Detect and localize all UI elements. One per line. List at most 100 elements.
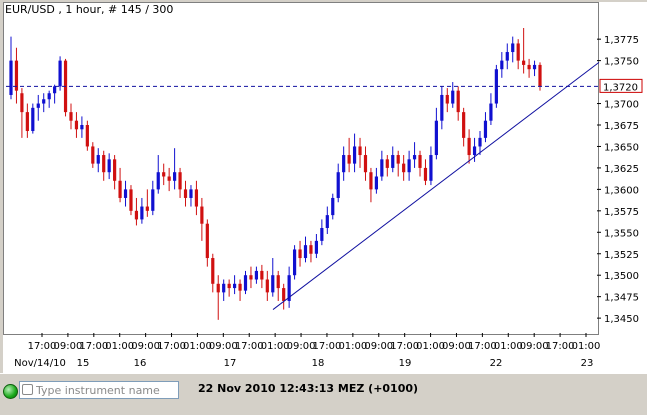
candle-body	[385, 159, 389, 168]
candle-body	[369, 172, 373, 190]
candle	[320, 219, 324, 246]
server-timestamp: 22 Nov 2010 12:43:13 MEZ (+0100)	[198, 382, 419, 395]
candle-body	[505, 52, 509, 61]
time-tick-label: 09:00	[364, 341, 393, 352]
instrument-search-input[interactable]	[19, 381, 179, 399]
candle-body	[380, 159, 384, 177]
candle-body	[9, 60, 13, 95]
price-tick: 1,3600	[597, 185, 639, 196]
price-tick-label: 1,3525	[604, 250, 639, 261]
candle	[429, 146, 433, 186]
candle-body	[402, 163, 406, 173]
candle-body	[462, 112, 466, 138]
candle	[298, 240, 302, 267]
trendline[interactable]	[272, 61, 600, 310]
candle	[467, 129, 471, 164]
candle	[211, 253, 215, 293]
candle	[342, 146, 346, 181]
candle-body	[243, 275, 248, 291]
time-tick-label: 09:00	[131, 341, 160, 352]
status-bar: 22 Nov 2010 12:43:13 MEZ (+0100)	[0, 373, 647, 415]
candle	[249, 266, 253, 289]
connection-status-icon[interactable]	[3, 384, 18, 399]
candle	[63, 58, 68, 117]
candle-body	[347, 155, 351, 164]
price-tick: 1,3775	[597, 35, 639, 46]
candle	[352, 133, 357, 173]
candle	[402, 155, 406, 181]
candle-body	[342, 155, 346, 173]
candle-body	[178, 172, 182, 190]
price-tick-label: 1,3750	[604, 57, 639, 68]
candle	[216, 275, 220, 320]
current-price-label: 1,3720	[599, 78, 643, 93]
time-tick: 17:00	[235, 333, 264, 352]
price-axis-ticks: 1,3775 1,3750 1,3700 1,3675 1,3650 1,3625 1,36…	[597, 35, 639, 325]
candle	[500, 52, 504, 78]
candle-body	[107, 159, 111, 173]
candle	[36, 94, 40, 121]
candle	[292, 245, 297, 280]
candle	[107, 153, 111, 180]
candle-body	[85, 125, 89, 147]
candle	[314, 234, 319, 259]
candle	[140, 197, 144, 224]
candle-body	[325, 215, 329, 228]
candle	[309, 240, 313, 263]
candle	[47, 90, 51, 108]
candle-body	[331, 197, 335, 216]
date-label: 23	[581, 358, 594, 369]
candle-body	[358, 146, 362, 156]
time-tick-label: 09:00	[53, 341, 82, 352]
candle-body	[113, 159, 117, 181]
time-tick-label: 17:00	[157, 341, 186, 352]
candle	[456, 86, 460, 121]
candle-body	[429, 155, 433, 181]
price-tick: 1,3650	[597, 142, 639, 153]
candle	[227, 279, 231, 297]
candle-body	[445, 94, 449, 104]
price-tick-label: 1,3500	[604, 271, 639, 282]
price-tick-label: 1,3600	[604, 185, 639, 196]
candle	[271, 258, 275, 297]
time-tick: 17:00	[157, 333, 186, 352]
price-tick: 1,3475	[597, 293, 639, 304]
candle	[385, 155, 389, 177]
candle	[336, 163, 340, 203]
time-tick-label: 01:00	[338, 341, 367, 352]
price-tick-label: 1,3625	[604, 164, 639, 175]
candle	[162, 163, 166, 186]
candle	[173, 148, 177, 190]
candle	[331, 193, 335, 220]
candle-body	[276, 275, 280, 289]
candle	[358, 137, 362, 168]
candle-body	[391, 155, 395, 168]
candle-body	[500, 60, 504, 70]
candle-body	[25, 112, 29, 132]
candle-body	[145, 206, 149, 211]
candle-body	[260, 270, 264, 280]
time-tick: 09:00	[520, 333, 549, 352]
time-tick: 09:00	[131, 333, 160, 352]
candle-body	[254, 270, 259, 280]
candle	[42, 93, 46, 113]
candle	[472, 137, 477, 162]
time-tick: 09:00	[442, 333, 471, 352]
candle-body	[489, 103, 493, 121]
candle-body	[396, 155, 400, 164]
candle	[407, 150, 411, 181]
candle	[511, 36, 515, 63]
candle-body	[151, 189, 155, 211]
time-tick-label: 09:00	[287, 341, 316, 352]
price-tick: 1,3550	[597, 228, 639, 239]
price-tick: 1,3625	[597, 164, 639, 175]
candle	[58, 56, 62, 91]
candle-body	[472, 146, 477, 156]
candle	[369, 167, 373, 203]
time-tick: 01:00	[183, 333, 212, 352]
time-tick: 17:00	[28, 333, 56, 352]
date-label: 16	[134, 358, 147, 369]
candle	[254, 266, 259, 284]
candle	[238, 279, 242, 301]
time-tick-label: 01:00	[261, 341, 290, 352]
